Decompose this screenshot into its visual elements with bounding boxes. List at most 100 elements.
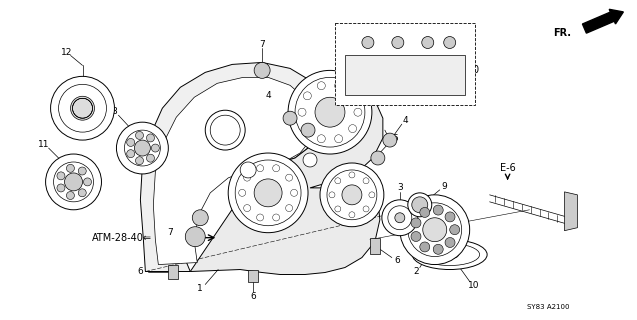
- Text: 11: 11: [38, 140, 49, 148]
- Text: 8: 8: [111, 107, 117, 116]
- Ellipse shape: [420, 244, 480, 266]
- Ellipse shape: [257, 165, 264, 172]
- Text: 10: 10: [468, 281, 480, 290]
- FancyArrow shape: [582, 9, 624, 33]
- Circle shape: [395, 213, 404, 223]
- Ellipse shape: [412, 240, 487, 269]
- Circle shape: [136, 132, 143, 140]
- Text: 1: 1: [197, 284, 203, 293]
- Circle shape: [408, 193, 432, 217]
- Circle shape: [301, 123, 315, 137]
- Ellipse shape: [335, 178, 341, 184]
- Circle shape: [66, 164, 75, 172]
- Text: 5: 5: [392, 133, 397, 143]
- Text: 7: 7: [168, 228, 173, 237]
- Circle shape: [420, 242, 430, 252]
- Circle shape: [124, 130, 161, 166]
- Circle shape: [117, 122, 168, 174]
- Circle shape: [295, 77, 365, 147]
- Ellipse shape: [363, 206, 369, 212]
- Circle shape: [254, 62, 270, 78]
- Text: 3: 3: [397, 183, 403, 192]
- Circle shape: [205, 110, 245, 150]
- Text: SY83 A2100: SY83 A2100: [527, 304, 569, 310]
- Text: 6: 6: [138, 267, 143, 276]
- Ellipse shape: [317, 135, 326, 143]
- Circle shape: [288, 70, 372, 154]
- Circle shape: [420, 207, 430, 217]
- Circle shape: [433, 244, 443, 254]
- Circle shape: [66, 191, 75, 199]
- Text: ⇒ATM-27-10: ⇒ATM-27-10: [420, 65, 480, 76]
- Text: 9: 9: [442, 182, 448, 191]
- Circle shape: [411, 232, 421, 242]
- Circle shape: [423, 218, 447, 242]
- Circle shape: [444, 36, 455, 49]
- Circle shape: [78, 189, 86, 197]
- Circle shape: [136, 157, 143, 165]
- Circle shape: [383, 133, 397, 147]
- Ellipse shape: [243, 174, 250, 181]
- Polygon shape: [248, 269, 258, 283]
- Text: 6: 6: [250, 292, 256, 301]
- Circle shape: [147, 134, 154, 142]
- Text: 12: 12: [61, 48, 72, 57]
- Circle shape: [382, 200, 418, 236]
- Circle shape: [315, 97, 345, 127]
- Circle shape: [450, 225, 460, 235]
- Circle shape: [83, 178, 92, 186]
- Ellipse shape: [348, 124, 357, 132]
- Ellipse shape: [349, 172, 355, 178]
- Circle shape: [57, 184, 65, 192]
- Ellipse shape: [273, 165, 280, 172]
- Circle shape: [235, 160, 301, 226]
- Circle shape: [78, 167, 86, 175]
- Circle shape: [127, 150, 134, 158]
- Ellipse shape: [369, 192, 375, 198]
- Text: 7: 7: [259, 40, 265, 49]
- Ellipse shape: [348, 92, 357, 100]
- Circle shape: [433, 205, 443, 215]
- Ellipse shape: [335, 206, 341, 212]
- Ellipse shape: [239, 189, 246, 196]
- Circle shape: [254, 179, 282, 207]
- Circle shape: [388, 206, 412, 230]
- Text: 4: 4: [403, 116, 408, 125]
- Polygon shape: [370, 238, 380, 253]
- Ellipse shape: [285, 204, 292, 212]
- Circle shape: [127, 139, 134, 147]
- Polygon shape: [154, 77, 315, 265]
- Text: 5: 5: [289, 109, 295, 118]
- Ellipse shape: [303, 92, 311, 100]
- Polygon shape: [190, 78, 383, 275]
- Polygon shape: [564, 192, 577, 231]
- Circle shape: [147, 154, 154, 162]
- Circle shape: [283, 111, 297, 125]
- Ellipse shape: [303, 124, 311, 132]
- Text: 6: 6: [394, 256, 399, 265]
- Circle shape: [46, 154, 101, 210]
- Ellipse shape: [363, 178, 369, 184]
- Circle shape: [412, 197, 428, 213]
- Ellipse shape: [273, 214, 280, 221]
- Circle shape: [50, 76, 115, 140]
- Polygon shape: [345, 55, 464, 95]
- Circle shape: [320, 163, 384, 227]
- Circle shape: [59, 84, 106, 132]
- Circle shape: [303, 153, 317, 167]
- Circle shape: [57, 172, 65, 180]
- Circle shape: [192, 210, 208, 226]
- Circle shape: [185, 227, 205, 247]
- Ellipse shape: [334, 82, 343, 90]
- Circle shape: [54, 162, 94, 202]
- Circle shape: [152, 144, 159, 152]
- Polygon shape: [168, 265, 178, 279]
- Circle shape: [228, 153, 308, 233]
- Circle shape: [210, 115, 240, 145]
- Ellipse shape: [298, 108, 306, 116]
- Circle shape: [408, 203, 462, 257]
- Circle shape: [327, 170, 377, 220]
- Text: 2: 2: [413, 267, 419, 276]
- Circle shape: [240, 162, 256, 178]
- Circle shape: [362, 36, 374, 49]
